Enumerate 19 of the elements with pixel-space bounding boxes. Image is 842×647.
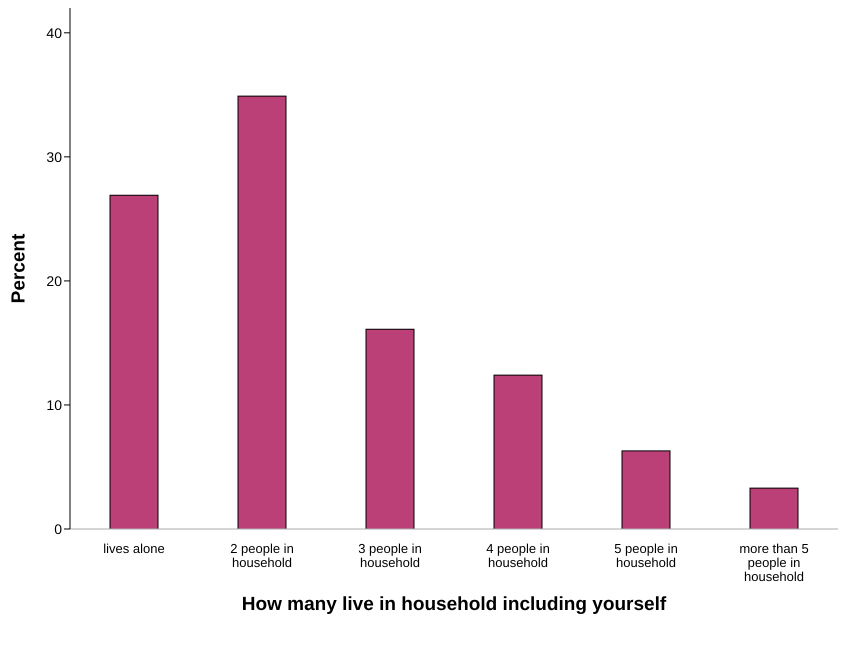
x-tick-label: lives alone (103, 541, 165, 556)
x-tick-label: 4 people in household (486, 541, 550, 570)
bar (750, 488, 798, 529)
bar (494, 374, 542, 529)
y-tick-label: 40 (46, 24, 62, 41)
y-tick-label: 30 (46, 148, 62, 165)
bar (366, 328, 414, 529)
x-tick-label: 2 people in household (230, 541, 294, 570)
x-axis-title: How many live in household including yourself (242, 594, 667, 615)
y-axis-title: Percent (8, 232, 30, 304)
x-tick-label: 3 people in household (358, 541, 422, 570)
bar (110, 194, 158, 529)
y-tick-label: 10 (46, 396, 62, 413)
x-tick-label: 5 people in household (614, 541, 678, 570)
bar (238, 96, 286, 529)
y-tick-label: 0 (54, 520, 62, 537)
bar (622, 450, 670, 529)
x-tick-label: more than 5 people in household (739, 541, 809, 584)
y-tick-label: 20 (46, 272, 62, 289)
